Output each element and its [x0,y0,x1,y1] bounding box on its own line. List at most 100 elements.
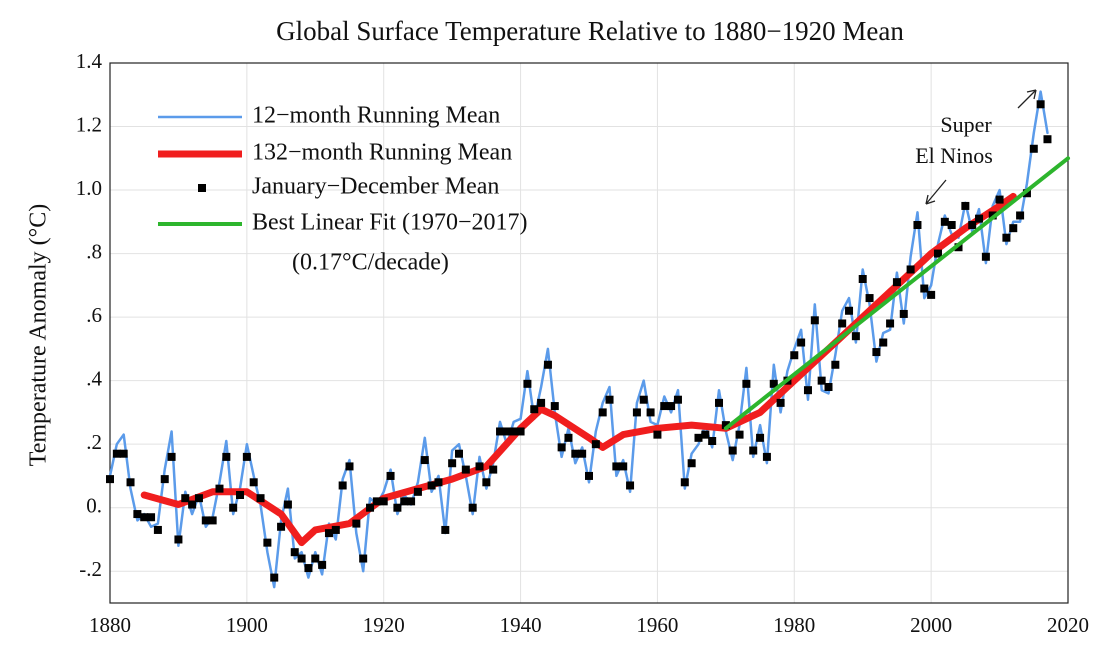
y-tick-label: .6 [86,303,102,327]
data-point [879,338,888,347]
data-point [858,275,867,283]
data-point [372,497,381,506]
data-point [509,427,518,436]
data-point [489,465,498,474]
data-point [400,497,409,506]
y-tick-label: 1.4 [76,49,103,73]
data-point [290,548,299,557]
data-point [940,217,949,226]
data-point [297,554,306,563]
x-tick-label: 2000 [910,613,952,637]
data-point [140,513,149,522]
data-point [256,494,265,503]
x-tick-label: 1900 [226,613,268,637]
data-point [845,306,854,315]
data-point [215,484,224,493]
data-point [769,379,778,388]
data-point [810,316,819,325]
legend-label: January−December Mean [252,174,499,200]
data-point [147,513,156,522]
y-tick-label: .2 [86,430,102,454]
data-point [304,564,313,573]
data-point [728,446,737,455]
data-point [160,475,169,484]
data-point [981,252,990,261]
data-point [537,398,546,407]
data-point [270,573,279,582]
data-point [947,221,956,229]
data-point [407,497,416,506]
data-point [762,452,771,461]
data-point [345,462,354,471]
data-point [324,529,333,538]
data-point [995,195,1004,204]
data-point [543,360,552,369]
data-point [366,503,375,512]
y-tick-label: .4 [86,366,102,390]
data-point [482,478,491,487]
data-point [749,446,758,455]
data-point [311,554,320,563]
data-point [933,249,942,258]
data-point [181,494,190,503]
data-point [585,471,593,480]
data-point [619,462,628,471]
data-point [817,376,826,385]
data-point [352,519,361,528]
x-tick-label: 1880 [89,613,131,637]
data-point [831,360,840,369]
y-tick-label: 0. [86,494,102,518]
data-point [660,402,669,411]
data-point [646,408,655,417]
data-point [468,503,477,512]
data-point [201,516,210,525]
data-point [838,319,847,328]
data-point [283,500,292,509]
data-point [502,427,511,436]
data-point [605,395,614,404]
data-point [386,471,395,480]
data-point [413,487,422,496]
x-tick-label: 1980 [773,613,815,637]
data-point [427,481,436,490]
y-tick-label: 1.2 [76,112,102,136]
y-tick-label: 1.0 [76,176,102,200]
data-point [236,491,245,499]
data-point [530,405,539,414]
x-tick-label: 1920 [363,613,405,637]
series-line [723,156,1070,431]
data-point [318,560,327,569]
arrow [1017,89,1037,109]
data-point [975,214,984,223]
data-point [927,290,936,299]
series-line [108,90,1049,589]
series-line [140,192,1017,547]
data-point [249,478,258,487]
data-point [454,449,463,458]
data-point [632,408,641,417]
y-tick-label: -.2 [79,557,102,581]
data-point [776,398,785,407]
data-point [961,201,970,210]
data-point [441,525,450,534]
data-point [639,395,648,404]
data-point [393,503,402,512]
chart-title: Global Surface Temperature Relative to 1… [276,16,904,46]
legend-label: 132−month Running Mean [252,140,512,166]
data-point [242,452,251,461]
data-point [194,494,203,503]
data-point [571,449,580,458]
data-point [721,421,730,430]
arrow [925,179,947,205]
data-point [892,278,901,287]
data-point [899,309,908,318]
data-point [1036,100,1045,109]
x-tick-label: 2020 [1047,613,1089,637]
data-point [653,430,662,439]
data-point [461,465,470,474]
data-point [920,284,929,293]
annotation: El Ninos [915,143,993,168]
data-point [331,525,340,534]
data-point [673,395,682,404]
data-point [222,452,231,461]
